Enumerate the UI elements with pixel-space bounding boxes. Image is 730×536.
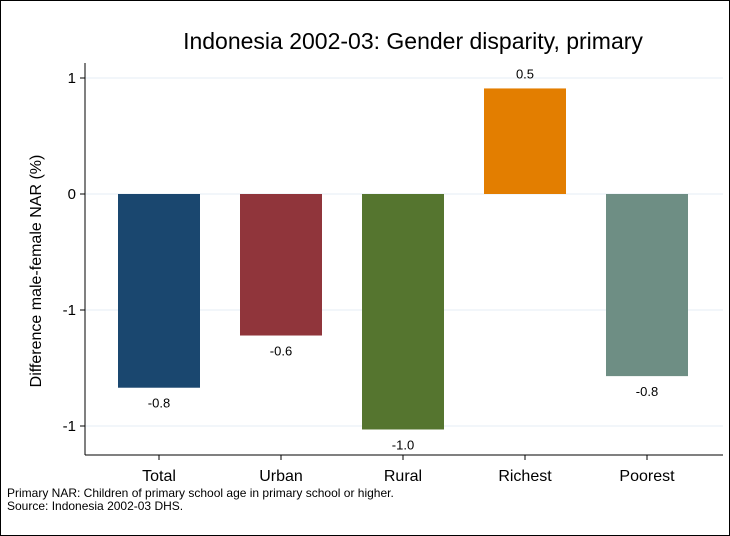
data-label: -0.6	[270, 344, 292, 359]
bar-rural	[362, 194, 444, 430]
chart-title: Indonesia 2002-03: Gender disparity, pri…	[183, 28, 643, 54]
x-tick-label: Richest	[498, 468, 552, 485]
data-label: -1.0	[392, 437, 414, 452]
bar-total	[118, 194, 200, 388]
x-tick-label: Total	[142, 468, 176, 485]
bar-urban	[240, 194, 322, 336]
data-label: -0.8	[148, 396, 170, 411]
x-tick-label: Rural	[384, 468, 422, 485]
y-tick-label: -1	[63, 302, 76, 319]
x-tick-label: Poorest	[619, 468, 675, 485]
bar-poorest	[606, 194, 688, 377]
x-tick-label: Urban	[259, 468, 303, 485]
y-tick-label: -1	[63, 418, 76, 435]
data-label: 0.5	[516, 66, 534, 81]
y-tick-label: 0	[68, 186, 76, 203]
footnote-source: Source: Indonesia 2002-03 DHS.	[7, 499, 184, 513]
footnote-definition: Primary NAR: Children of primary school …	[7, 486, 394, 500]
bar-richest	[484, 88, 566, 194]
y-tick-label: 1	[68, 70, 76, 87]
data-label: -0.8	[636, 384, 658, 399]
